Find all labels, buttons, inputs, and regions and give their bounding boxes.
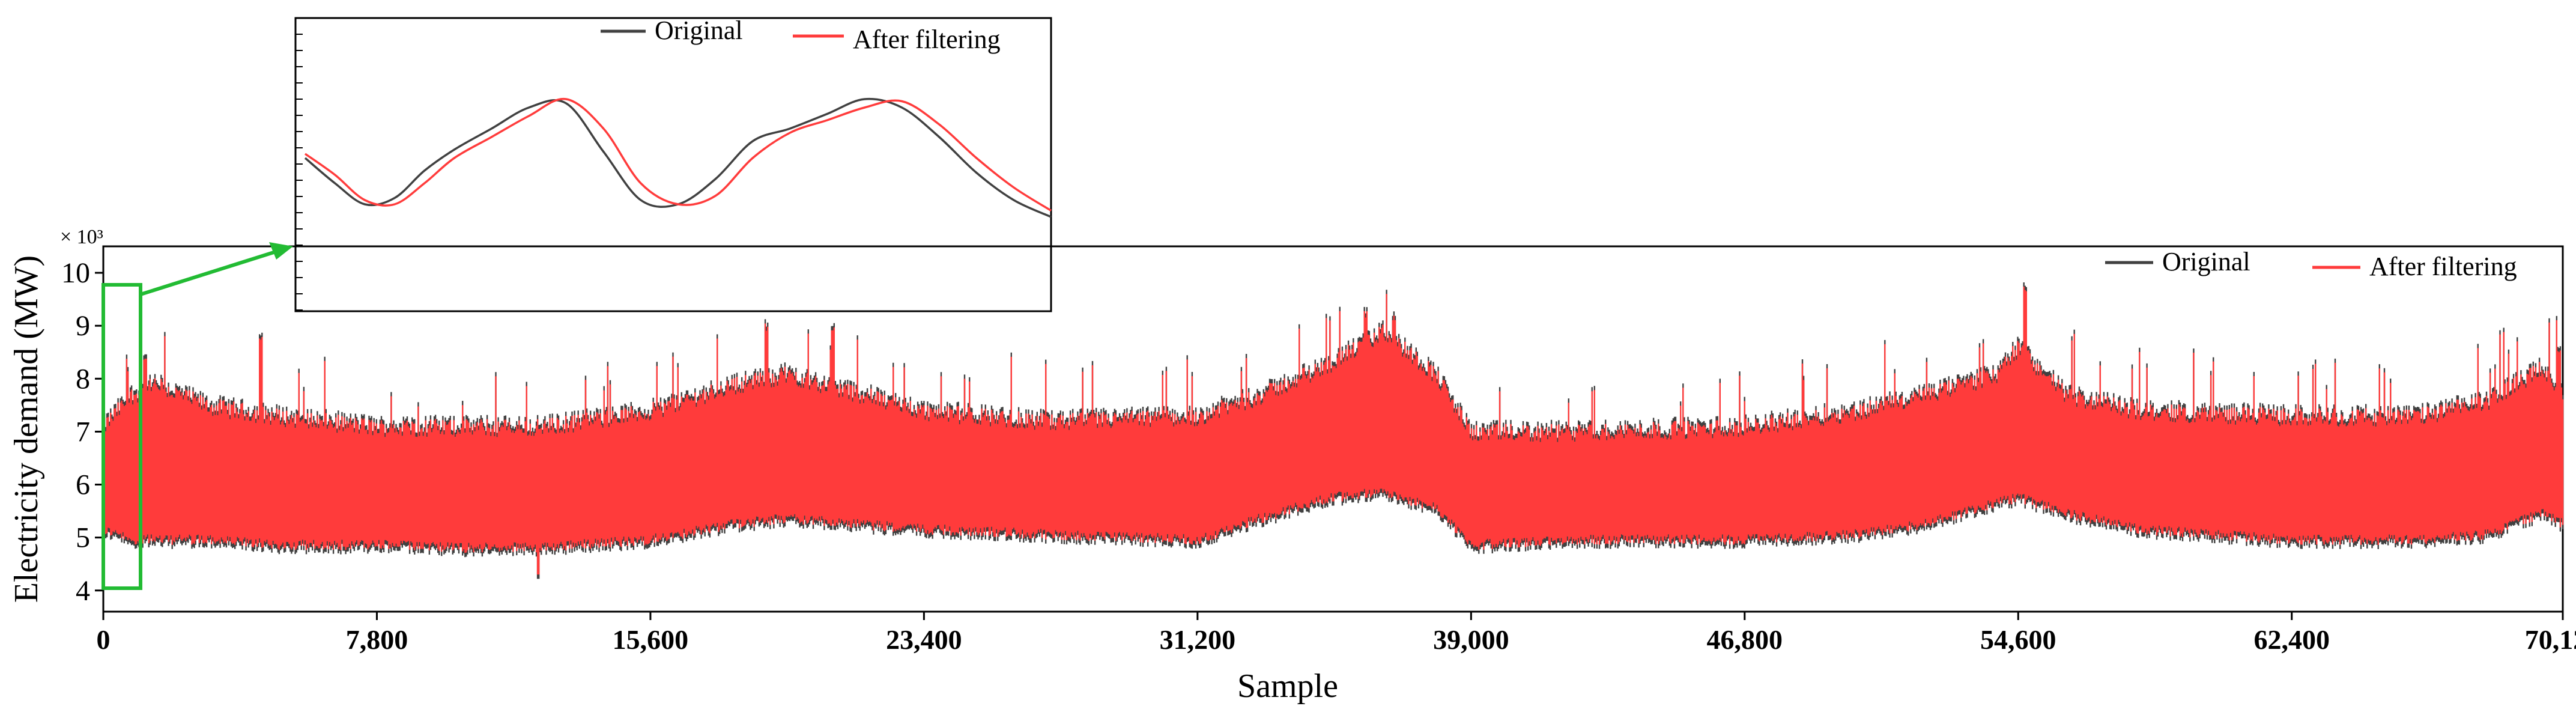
inset-plot-panel: Original After filtering — [295, 16, 1051, 311]
x-tick-label: 54,600 — [1980, 624, 2056, 655]
x-tick-label: 15,600 — [613, 624, 689, 655]
x-axis-ticks: 0 7,800 15,600 23,400 31,200 39,000 46,800 54,6… — [97, 612, 2576, 655]
x-tick-label: 31,200 — [1160, 624, 1236, 655]
x-tick-label: 7,800 — [346, 624, 408, 655]
legend-filtered-label: After filtering — [2369, 252, 2517, 281]
y-tick-label: 5 — [76, 522, 90, 554]
y-tick-label: 9 — [76, 310, 90, 342]
inset-legend-original-label: Original — [655, 16, 743, 45]
x-tick-label: 62,400 — [2253, 624, 2330, 655]
y-axis-ticks: 4 5 6 7 8 9 10 — [61, 257, 103, 607]
x-tick-label: 23,400 — [886, 624, 962, 655]
y-tick-label: 4 — [76, 575, 90, 607]
legend-original-label: Original — [2162, 247, 2250, 276]
x-axis-title: Sample — [1237, 668, 1338, 705]
y-axis-multiplier: × 10³ — [60, 226, 103, 248]
inset-frame — [295, 18, 1051, 311]
y-tick-label: 7 — [76, 416, 90, 448]
x-tick-label: 70,128 — [2525, 624, 2576, 655]
inset-legend-filtered-label: After filtering — [853, 25, 1001, 54]
x-tick-label: 39,000 — [1433, 624, 1509, 655]
y-tick-label: 10 — [61, 257, 90, 289]
x-tick-label: 46,800 — [1707, 624, 1783, 655]
y-tick-label: 6 — [76, 469, 90, 501]
x-tick-label: 0 — [97, 624, 111, 655]
y-axis-title: Electricity demand (MW) — [8, 255, 45, 603]
y-tick-label: 8 — [76, 363, 90, 395]
